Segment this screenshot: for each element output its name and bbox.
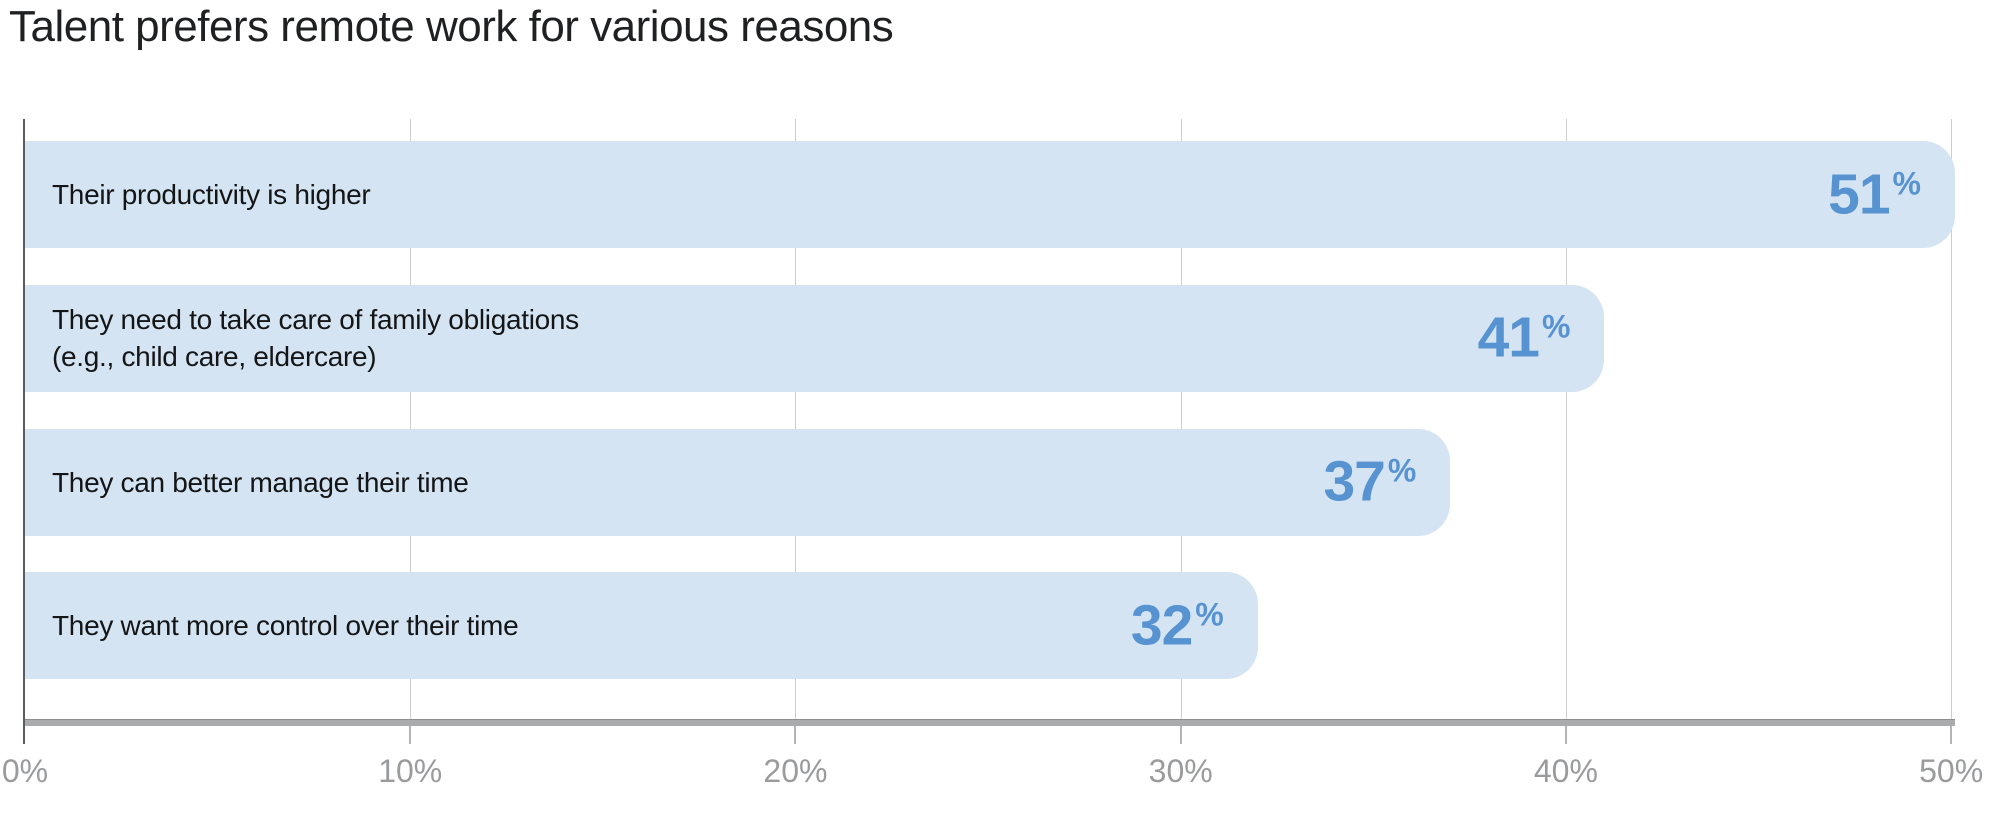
percent-sign: % [1892,165,1921,201]
x-tick-label: 0% [1,753,49,789]
gridline [410,119,412,719]
plot-area: Their productivity is higher 51% They need… [2,119,1983,789]
bar-label: They want more control over their time [52,610,519,642]
percent-sign: % [1541,308,1571,345]
bar: Their productivity is higher 51% [25,141,1955,248]
y-axis-line [23,119,25,744]
x-tick-mark [794,726,797,744]
bar-value: 37% [1323,449,1417,514]
bar-value-number: 41 [1477,305,1540,370]
bars-container: Their productivity is higher 51% They need… [25,141,1955,680]
x-axis-line [25,719,1955,726]
bar-value: 32% [1131,597,1224,654]
x-tick-label: 20% [763,753,828,789]
x-tick-mark [1179,726,1182,744]
x-tick-label: 50% [1919,753,1984,789]
bar: They need to take care of family obligat… [25,284,1605,392]
percent-sign: % [1195,596,1224,633]
bar: They can better manage their time 37% [25,428,1451,536]
bar-label: Their productivity is higher [52,179,371,210]
gridline [1565,119,1567,719]
bar-value: 41% [1477,305,1571,370]
bar-value: 51% [1828,166,1921,223]
x-tick-label: 30% [1148,753,1213,789]
bar: They want more control over their time 32… [25,572,1258,680]
x-tick-label: 40% [1533,753,1598,789]
x-tick-label: 10% [378,753,443,789]
x-tick-mark [409,726,412,744]
bar-label: They need to take care of family obligat… [52,304,579,373]
chart-title: Talent prefers remote work for various r… [9,2,894,51]
bar-value-number: 51 [1828,162,1890,226]
bar-value-number: 37 [1323,449,1385,514]
bar-label: They can better manage their time [52,466,469,498]
x-tick-mark [1950,726,1953,744]
bar-value-number: 32 [1130,593,1193,658]
gridline [1951,119,1953,719]
gridline [795,119,797,719]
gridline [1180,119,1182,719]
percent-sign: % [1387,452,1417,489]
x-tick-mark [1564,726,1567,744]
